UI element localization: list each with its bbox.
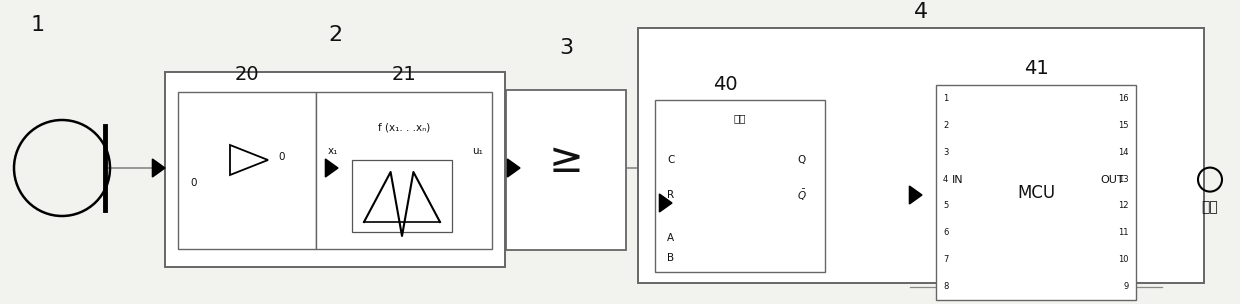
Bar bbox=[639, 28, 1204, 283]
Text: 1: 1 bbox=[31, 15, 45, 35]
Bar bbox=[316, 92, 492, 249]
Text: A: A bbox=[667, 233, 675, 243]
Text: B: B bbox=[667, 253, 675, 263]
Text: 16: 16 bbox=[1118, 94, 1128, 103]
Text: f (x₁. . .xₙ): f (x₁. . .xₙ) bbox=[378, 123, 430, 133]
Text: $\bar{Q}$: $\bar{Q}$ bbox=[797, 188, 807, 202]
Text: 7: 7 bbox=[942, 255, 949, 264]
Bar bbox=[352, 160, 453, 232]
Text: R: R bbox=[667, 190, 675, 200]
Bar bbox=[655, 100, 825, 272]
Text: 0: 0 bbox=[278, 152, 284, 162]
Text: 41: 41 bbox=[1024, 58, 1048, 78]
Text: ≥: ≥ bbox=[548, 139, 584, 181]
Text: 2: 2 bbox=[327, 25, 342, 45]
Text: C: C bbox=[667, 155, 675, 165]
Bar bbox=[936, 85, 1136, 300]
Text: 4: 4 bbox=[914, 2, 928, 22]
Polygon shape bbox=[660, 194, 672, 212]
Text: 9: 9 bbox=[1123, 282, 1128, 291]
Polygon shape bbox=[153, 159, 165, 177]
Text: 13: 13 bbox=[1118, 174, 1128, 184]
Text: 3: 3 bbox=[559, 38, 573, 58]
Polygon shape bbox=[909, 186, 923, 204]
Text: OUT: OUT bbox=[1100, 174, 1123, 185]
Text: u₁: u₁ bbox=[472, 146, 482, 156]
Text: 2: 2 bbox=[942, 121, 949, 130]
Polygon shape bbox=[507, 159, 520, 177]
Text: Q: Q bbox=[797, 155, 805, 165]
Text: 3: 3 bbox=[942, 148, 949, 157]
Text: 20: 20 bbox=[234, 64, 259, 84]
Text: 5: 5 bbox=[942, 202, 949, 210]
Text: 输出: 输出 bbox=[1202, 201, 1219, 215]
Text: 40: 40 bbox=[713, 75, 738, 95]
Text: 15: 15 bbox=[1118, 121, 1128, 130]
Text: 0: 0 bbox=[190, 178, 196, 188]
Text: x₁: x₁ bbox=[329, 146, 339, 156]
Polygon shape bbox=[229, 145, 268, 175]
Text: 11: 11 bbox=[1118, 228, 1128, 237]
Text: 4: 4 bbox=[942, 174, 949, 184]
Text: 1: 1 bbox=[942, 94, 949, 103]
Text: 12: 12 bbox=[1118, 202, 1128, 210]
Text: IN: IN bbox=[952, 174, 963, 185]
Bar bbox=[165, 72, 505, 267]
Text: 8: 8 bbox=[942, 282, 949, 291]
Text: 14: 14 bbox=[1118, 148, 1128, 157]
Text: MCU: MCU bbox=[1017, 184, 1055, 202]
Polygon shape bbox=[325, 159, 339, 177]
Text: 21: 21 bbox=[392, 64, 417, 84]
Bar bbox=[506, 90, 626, 250]
Text: 6: 6 bbox=[942, 228, 949, 237]
Text: 单稳: 单稳 bbox=[734, 113, 746, 123]
Bar bbox=[179, 92, 316, 249]
Text: 10: 10 bbox=[1118, 255, 1128, 264]
